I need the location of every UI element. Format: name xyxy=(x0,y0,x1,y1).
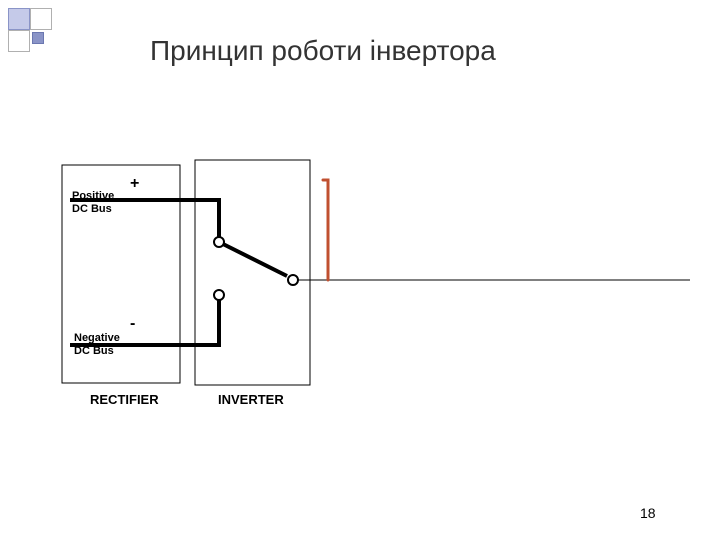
positive-sign: + xyxy=(130,175,139,193)
page-number: 18 xyxy=(640,505,656,521)
inverter-box xyxy=(195,160,310,385)
output-bracket xyxy=(323,180,328,280)
negative-bus-label: NegativeDC Bus xyxy=(74,332,120,358)
node-out xyxy=(288,275,298,285)
switch-arm xyxy=(219,242,287,276)
node-bottom xyxy=(214,290,224,300)
inverter-diagram xyxy=(0,0,720,540)
positive-bus-label: PositiveDC Bus xyxy=(72,190,114,216)
rectifier-label: RECTIFIER xyxy=(90,392,159,407)
node-top xyxy=(214,237,224,247)
negative-sign: - xyxy=(130,315,135,333)
inverter-label: INVERTER xyxy=(218,392,284,407)
